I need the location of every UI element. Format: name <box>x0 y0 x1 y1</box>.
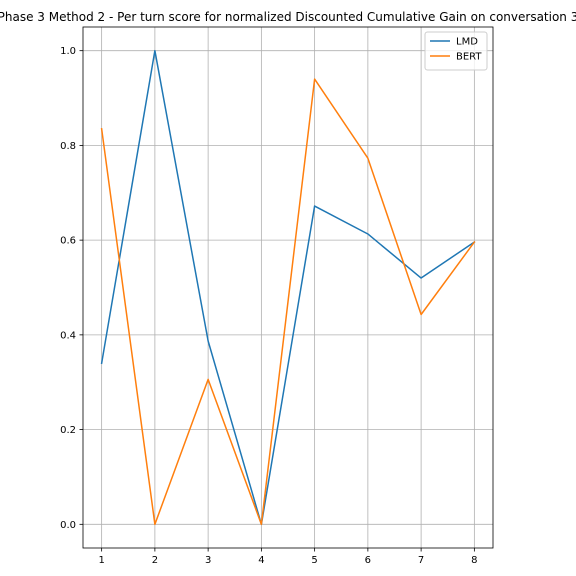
x-tick-label: 4 <box>258 555 264 566</box>
grid-lines <box>83 27 493 548</box>
legend-label-lmd: LMD <box>456 37 478 48</box>
y-tick-label: 0.2 <box>60 425 76 436</box>
series-line-lmd <box>100 49 476 526</box>
y-tick-label: 1.0 <box>60 46 76 57</box>
y-tick-label: 0.6 <box>60 236 76 247</box>
chart-title: Phase 3 Method 2 - Per turn score for no… <box>0 10 576 24</box>
series-line-bert <box>100 78 476 526</box>
y-tick-label: 0.8 <box>60 141 76 152</box>
series-layer <box>100 49 476 526</box>
legend: LMD BERT <box>424 31 488 71</box>
x-tick-label: 2 <box>152 555 158 566</box>
x-tick-label: 1 <box>98 555 104 566</box>
legend-label-bert: BERT <box>456 52 482 63</box>
x-tick-label: 7 <box>418 555 424 566</box>
x-tick-label: 6 <box>365 555 371 566</box>
x-tick-label: 3 <box>205 555 211 566</box>
plot-area <box>83 27 493 548</box>
x-tick-label: 8 <box>471 555 477 566</box>
y-tick-label: 0.4 <box>60 330 76 341</box>
x-tick-label: 5 <box>311 555 317 566</box>
y-tick-label: 0.0 <box>60 520 76 531</box>
axis-ticks: 1 2 3 4 5 6 7 8 0.0 0.2 0.4 0.6 0.8 1.0 <box>60 46 477 566</box>
axes-frame <box>82 26 494 549</box>
